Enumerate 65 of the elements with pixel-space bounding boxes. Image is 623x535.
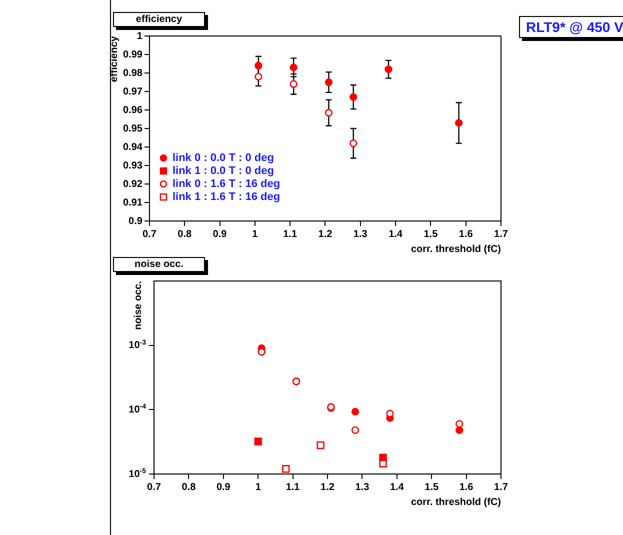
x-tick-label: 1.3: [355, 482, 370, 493]
y-tick-label: 1: [136, 30, 143, 42]
y-tick-label: 0.94: [122, 142, 143, 153]
point: [324, 78, 333, 86]
x-tick-label: 1.7: [494, 482, 508, 493]
point: [316, 441, 324, 450]
point: [384, 65, 392, 74]
x-tick-label: 1.2: [320, 482, 335, 493]
y-tick-label: 0.9: [128, 216, 143, 227]
text: RLT9* @ 450 V: [519, 16, 623, 38]
x-tick-label: 1.3: [353, 228, 368, 240]
x-tick-label: 1.4: [390, 482, 404, 493]
x-tick-label: 0.7: [147, 482, 162, 493]
point: [282, 465, 290, 473]
point: [379, 460, 387, 468]
chart-title: efficiency: [113, 12, 205, 27]
chart-title: noise occ.: [113, 257, 205, 272]
x-tick-label: 0.8: [182, 482, 196, 493]
point: [254, 72, 262, 81]
x-tick-label: 1.6: [458, 228, 474, 240]
legend-label: link 0 : 1.6 T : 16 deg: [172, 178, 280, 190]
point: [254, 438, 262, 446]
x-tick-label: 1.1: [286, 482, 300, 493]
y-tick-label: 0.98: [122, 68, 143, 79]
x-tick-label: 0.7: [142, 228, 157, 240]
point: [454, 119, 463, 127]
x-tick-label: 1: [252, 228, 258, 240]
x-tick-label: 1.5: [424, 482, 439, 493]
point: [324, 108, 333, 117]
y-tick-label: 0.95: [122, 123, 143, 134]
point: [351, 426, 360, 434]
y-axis-title: noise occ.: [132, 280, 144, 330]
legend-label: link 0 : 0.0 T : 0 deg: [172, 152, 274, 164]
point: [254, 62, 262, 70]
x-axis-title: corr. threshold (fC): [410, 244, 501, 255]
y-tick-label: 0.99: [122, 49, 143, 60]
point: [290, 80, 298, 88]
x-tick-label: 1: [255, 482, 262, 493]
x-axis-title: corr. threshold (fC): [410, 496, 501, 508]
x-tick-label: 0.9: [212, 228, 228, 240]
point: [258, 348, 266, 356]
x-tick-label: 1.4: [388, 228, 403, 240]
x-tick-label: 0.9: [216, 482, 231, 493]
point: [386, 410, 394, 418]
y-tick-label: 0.93: [122, 160, 143, 172]
x-tick-label: 1.5: [424, 228, 438, 240]
x-tick-label: 1.2: [318, 228, 333, 240]
point: [379, 454, 387, 462]
point: [456, 420, 464, 428]
y-tick-label: 0.96: [122, 104, 143, 116]
x-tick-label: 1.1: [283, 228, 298, 240]
point: [351, 408, 360, 416]
x-tick-label: 1.7: [494, 228, 508, 240]
point: [290, 64, 298, 72]
x-tick-label: 0.8: [178, 228, 192, 240]
y-axis-title: efficiency: [108, 36, 120, 82]
y-tick-label: 0.91: [122, 197, 143, 208]
point: [456, 426, 464, 434]
y-tick-label: 0.97: [122, 86, 143, 98]
legend-label: link 1 : 0.0 T : 0 deg: [172, 165, 274, 178]
legend-label: link 1 : 1.6 T : 16 deg: [172, 191, 280, 204]
x-tick-label: 1.6: [459, 482, 474, 493]
point: [350, 93, 358, 101]
point: [350, 139, 358, 148]
y-tick-label: 0.92: [122, 178, 143, 190]
